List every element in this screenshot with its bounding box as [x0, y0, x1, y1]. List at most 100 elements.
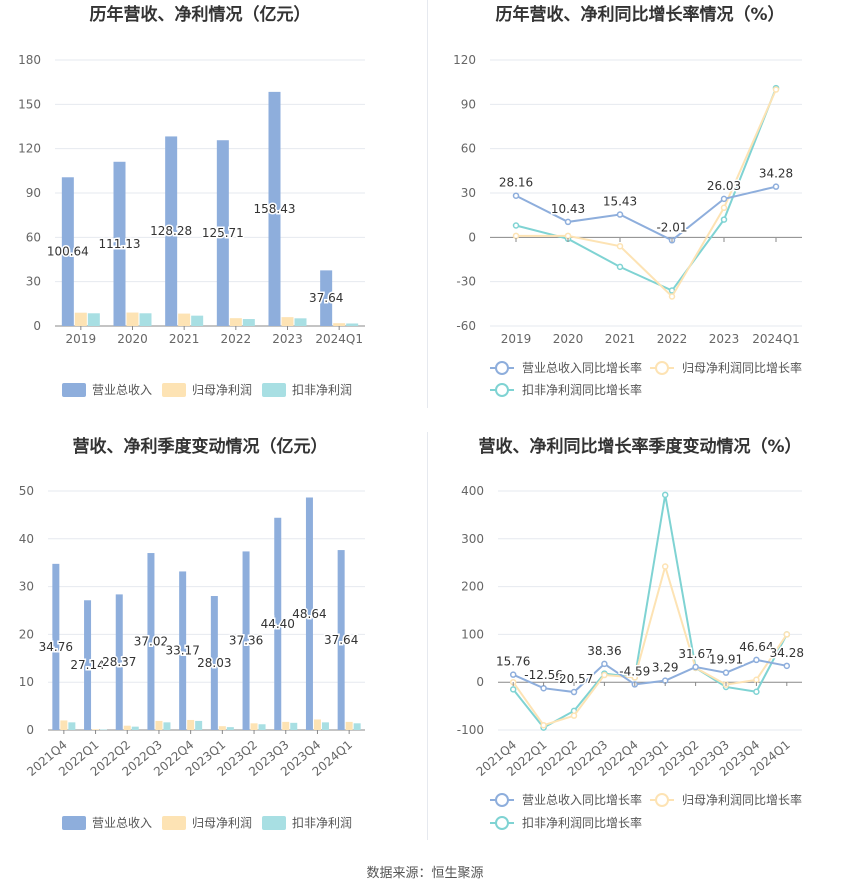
data-point [540, 684, 547, 692]
y-tick-label: 30 [461, 186, 476, 200]
data-label: 15.43 [603, 195, 637, 209]
bar-deducted-net-profit [353, 723, 361, 730]
data-point [601, 660, 608, 668]
x-tick-label: 2024Q1 [752, 332, 800, 346]
legend-marker-icon [495, 383, 509, 397]
series-line-net-profit-growth [512, 562, 788, 727]
y-tick-label: -100 [457, 723, 484, 737]
bar-net-profit [187, 719, 195, 730]
data-label: 15.76 [496, 655, 530, 669]
legend-swatch-icon [262, 816, 286, 830]
data-point [661, 491, 669, 499]
data-label: 48.64 [292, 607, 326, 621]
y-tick-label: 40 [19, 532, 34, 546]
legend-label: 归母净利润 [192, 383, 252, 397]
legend-marker-icon [495, 793, 509, 807]
bar-revenue [320, 270, 333, 326]
series-line-revenue-growth [512, 658, 787, 694]
data-point [601, 671, 608, 679]
bar-net-profit [218, 726, 226, 730]
legend-label: 归母净利润同比增长率 [682, 360, 802, 375]
bar-deducted-net-profit [191, 315, 204, 326]
data-label: 28.37 [102, 655, 136, 669]
bar-revenue [179, 571, 187, 730]
data-label: 37.02 [134, 635, 168, 649]
legend-label: 扣非净利润 [292, 383, 352, 397]
legend-marker-icon [495, 816, 509, 830]
y-tick-label: 60 [26, 230, 41, 244]
bar-revenue [305, 497, 313, 730]
data-label: 34.76 [39, 640, 73, 654]
bar-net-profit [123, 725, 131, 730]
chart-quarterly-growth: 营收、净利同比增长率季度变动情况（%） -100 0 100 200 300 400 15.7… [457, 436, 805, 830]
legend-label: 营业总收入 [92, 383, 152, 397]
y-tick-label: 50 [19, 484, 34, 498]
legend-label: 营业总收入同比增长率 [522, 792, 642, 807]
data-label: 125.71 [202, 226, 244, 240]
data-point [668, 293, 676, 300]
bar-net-profit [282, 721, 290, 730]
bar-deducted-net-profit [100, 729, 108, 731]
bar-revenue [216, 140, 229, 326]
legend-marker-icon [655, 361, 669, 375]
chart-title: 营收、净利季度变动情况（亿元） [73, 436, 328, 457]
y-tick-label: 20 [19, 627, 34, 641]
bar-revenue [337, 550, 345, 730]
data-label: 31.67 [678, 647, 712, 661]
bar-revenue [52, 563, 60, 730]
y-tick-label: 30 [26, 275, 41, 289]
bar-deducted-net-profit [195, 720, 203, 730]
legend-swatch-icon [162, 383, 186, 397]
bar-revenue [165, 136, 178, 326]
bar-net-profit [345, 721, 353, 730]
legend-marker-icon [655, 793, 669, 807]
x-tick-label: 2024Q1 [315, 332, 363, 346]
x-tick-label: 2023 [272, 332, 303, 346]
chart-title: 营收、净利同比增长率季度变动情况（%） [478, 436, 801, 457]
data-label: 10.43 [551, 202, 585, 216]
legend-label: 归母净利润同比增长率 [682, 792, 802, 807]
y-tick-label: 100 [461, 627, 484, 641]
bar-revenue [147, 553, 155, 730]
legend-label: 扣非净利润 [292, 816, 352, 830]
y-tick-label: 60 [461, 142, 476, 156]
data-label: 128.28 [150, 224, 192, 238]
bar-deducted-net-profit [321, 722, 329, 730]
data-label: 37.64 [309, 291, 343, 305]
y-tick-label: 120 [453, 53, 476, 67]
chart-title: 历年营收、净利情况（亿元） [90, 4, 311, 25]
bar-net-profit [281, 317, 294, 326]
data-label: 38.36 [587, 644, 621, 658]
bar-net-profit [178, 313, 191, 326]
data-label: 37.64 [324, 633, 358, 647]
bar-deducted-net-profit [242, 319, 255, 326]
x-tick-label: 2021 [605, 332, 636, 346]
data-point [772, 86, 780, 93]
bar-revenue [115, 594, 123, 730]
bar-net-profit [155, 720, 163, 730]
bar-revenue [274, 517, 282, 730]
chart-annual-amounts: 历年营收、净利情况（亿元） 0 30 60 90 120 150 180 100.64 111.1… [18, 4, 365, 397]
data-label: 37.36 [229, 634, 263, 648]
bar-deducted-net-profit [68, 722, 76, 730]
x-tick-label: 2022 [221, 332, 252, 346]
data-label: 34.28 [770, 646, 804, 660]
data-label: 28.03 [197, 656, 231, 670]
data-point [616, 242, 624, 250]
data-point [616, 263, 624, 271]
bar-revenue [84, 600, 92, 730]
bar-net-profit [333, 323, 346, 326]
data-point [783, 662, 791, 670]
data-point [540, 721, 547, 729]
data-point [692, 663, 699, 671]
bar-deducted-net-profit [163, 722, 171, 730]
legend-label: 营业总收入同比增长率 [522, 360, 642, 375]
legend-swatch-icon [262, 383, 286, 397]
data-label: 46.64 [739, 640, 773, 654]
data-point [570, 688, 578, 696]
bar-revenue [113, 161, 126, 326]
data-point [720, 204, 728, 212]
data-point [631, 674, 639, 681]
data-point [720, 195, 728, 203]
x-tick-label: 2021 [169, 332, 200, 346]
